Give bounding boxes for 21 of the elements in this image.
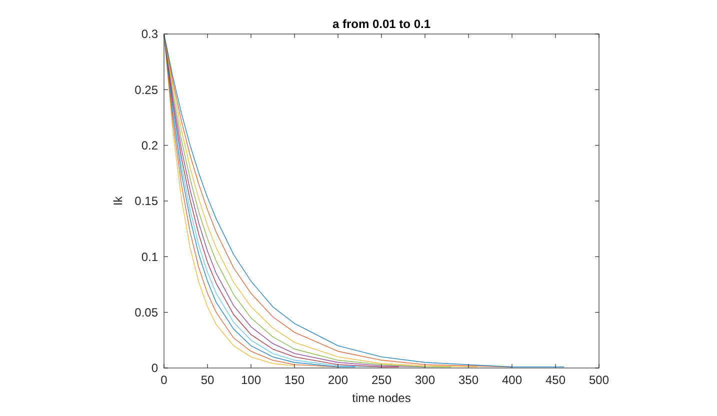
- x-tick-label: 150: [284, 373, 305, 387]
- y-axis-title: Ik: [111, 195, 125, 206]
- x-tick-label: 50: [200, 373, 214, 387]
- x-tick-label: 350: [458, 373, 479, 387]
- x-tick-label: 400: [502, 373, 522, 387]
- chart-title: a from 0.01 to 0.1: [332, 17, 431, 31]
- x-tick-label: 100: [240, 373, 262, 387]
- x-tick-label: 300: [414, 373, 436, 387]
- y-tick-label: 0.1: [141, 250, 158, 264]
- y-tick-label: 0: [151, 361, 158, 376]
- y-tick-label: 0.25: [134, 82, 158, 97]
- x-tick-label: 250: [371, 373, 392, 387]
- y-tick-label: 0.2: [141, 138, 158, 153]
- y-tick-label: 0.05: [134, 306, 158, 320]
- x-tick-label: 200: [328, 373, 348, 387]
- x-axis-title: time nodes: [352, 391, 411, 405]
- y-tick-label: 0.3: [141, 27, 158, 42]
- y-tick-label: 0.15: [134, 194, 158, 208]
- x-tick-label: 0: [160, 373, 168, 387]
- x-tick-label: 500: [588, 373, 610, 387]
- x-tick-label: 450: [545, 373, 566, 387]
